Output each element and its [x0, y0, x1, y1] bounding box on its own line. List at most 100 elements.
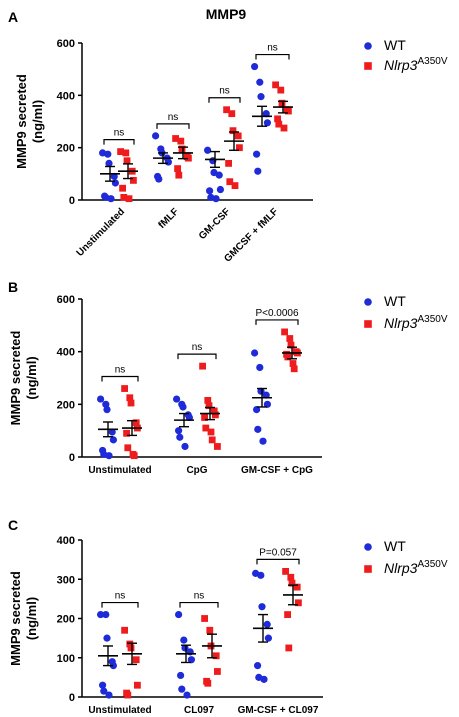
mutant-point	[293, 583, 301, 591]
wt-point	[97, 610, 105, 619]
mutant-point	[174, 165, 181, 172]
mutant-point	[123, 157, 131, 165]
x-tick-label: GM-CSF + CpG	[241, 465, 313, 476]
y-axis-label-line1: MMP9 secreted	[8, 571, 23, 666]
wt-point	[177, 671, 185, 680]
mutant-point	[175, 171, 183, 179]
wt-point	[262, 391, 270, 399]
wt-point	[254, 425, 262, 433]
mutant-point	[210, 407, 218, 415]
x-tick-label: fMLF	[156, 206, 181, 231]
y-tick-label: 0	[69, 195, 75, 207]
wt-point	[105, 452, 113, 460]
mutant-point	[214, 668, 221, 675]
mutant-point	[295, 599, 302, 607]
mutant-point	[226, 178, 234, 186]
mutant-point	[225, 159, 232, 167]
x-tick-label: Unstimulated	[75, 206, 128, 259]
wt-point	[251, 349, 259, 357]
mutant-point	[201, 414, 208, 421]
mutant-point	[124, 444, 132, 452]
wt-point	[253, 150, 261, 158]
wt-point	[105, 691, 113, 699]
mutant-point	[122, 149, 130, 157]
x-tick-label: CpG	[186, 465, 207, 476]
wt-point	[175, 427, 183, 435]
panel-letter: B	[8, 279, 18, 295]
mutant-point	[178, 145, 186, 153]
wt-point	[212, 195, 220, 203]
mutant-point	[275, 120, 283, 128]
wt-point	[258, 603, 266, 611]
mutant-point	[285, 107, 292, 115]
x-tick-label: GM-CSF	[197, 206, 233, 242]
mutant-point	[119, 184, 126, 192]
mutant-point	[126, 394, 134, 402]
y-tick-label: 300	[57, 574, 75, 586]
wt-point	[179, 403, 187, 411]
wt-point	[257, 571, 265, 579]
panel-b: B 0 200 400 600 MMP9 secreted (ng/ml) Unstimula…	[8, 279, 448, 476]
panel-letter: C	[8, 517, 18, 533]
panel-a: A 0 200 400 600 MMP9 secreted (ng/ml) Unstimula…	[8, 9, 448, 265]
wt-point	[263, 400, 271, 408]
y-tick-label: 100	[57, 653, 75, 665]
significance-bracket	[208, 97, 241, 103]
legend-wt-label: WT	[384, 538, 406, 554]
mutant-point	[121, 626, 128, 634]
significance-label: ns	[267, 43, 278, 54]
mutant-point	[134, 681, 141, 689]
mutant-point	[280, 124, 288, 132]
legend-mutant-superscript: A350V	[417, 559, 447, 570]
wt-point	[155, 175, 163, 183]
wt-point	[204, 146, 212, 154]
mutant-point	[201, 615, 208, 622]
mutant-point	[202, 424, 210, 432]
wt-point	[152, 132, 160, 140]
y-tick-label: 600	[57, 38, 75, 50]
significance-label: ns	[192, 342, 203, 353]
panel-letter: A	[8, 9, 18, 25]
wt-point	[185, 413, 193, 422]
y-tick-label: 200	[57, 399, 75, 411]
y-axis-label-line1: MMP9 secreted	[8, 331, 23, 426]
wt-point	[256, 78, 264, 86]
wt-point	[264, 634, 272, 642]
significance-bracket	[256, 558, 300, 565]
mutant-point	[223, 106, 230, 114]
wt-point	[253, 406, 261, 414]
y-axis-label-line2: (ng/ml)	[30, 100, 45, 143]
wt-point	[103, 406, 111, 414]
wt-point	[187, 656, 195, 664]
wt-point	[257, 387, 265, 395]
legend-wt-label: WT	[384, 37, 406, 53]
wt-point	[103, 634, 111, 642]
wt-point	[259, 437, 267, 445]
significance-label: ns	[114, 128, 125, 139]
mutant-point	[126, 640, 134, 648]
y-axis-label: MMP9 secreted (ng/ml)	[8, 331, 39, 426]
mutant-point	[212, 652, 220, 660]
mutant-point	[231, 182, 239, 190]
legend-wt-marker	[364, 543, 372, 551]
legend-mutant-label: Nlrp3A350V	[384, 56, 448, 73]
wt-point	[257, 93, 265, 101]
significance-label: ns	[115, 591, 126, 602]
mutant-point	[177, 137, 185, 145]
y-tick-label: 400	[57, 90, 75, 102]
legend-mutant-gene: Nlrp3	[384, 560, 418, 576]
y-tick-label: 200	[57, 614, 75, 626]
legend-mutant-marker	[364, 320, 372, 328]
significance-bracket	[179, 601, 219, 608]
y-tick-label: 0	[69, 692, 75, 704]
mutant-point	[132, 419, 140, 427]
mutant-point	[121, 385, 128, 392]
x-tick-label: Unstimulated	[88, 465, 151, 476]
mutant-point	[287, 573, 295, 581]
wt-point	[173, 395, 181, 403]
wt-point	[180, 636, 188, 644]
mutant-point	[274, 115, 281, 123]
wt-point	[251, 62, 259, 71]
mutant-point	[132, 656, 140, 664]
mutant-point	[185, 154, 192, 162]
